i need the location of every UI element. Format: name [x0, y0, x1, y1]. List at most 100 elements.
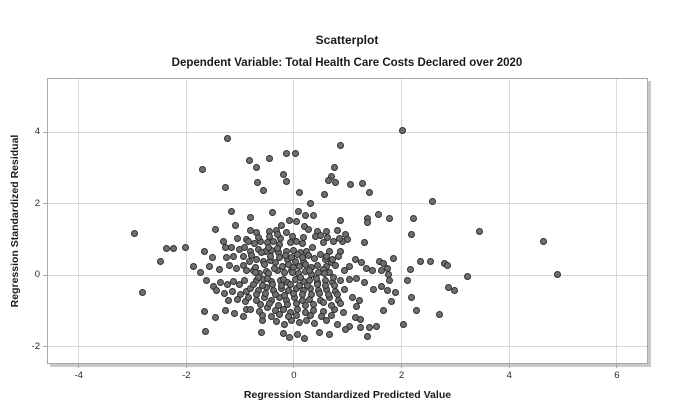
y-tick-label: 4: [34, 126, 40, 138]
data-point: [443, 262, 451, 270]
data-point: [325, 330, 333, 338]
data-point: [340, 285, 348, 293]
data-point: [383, 286, 391, 294]
data-point: [328, 301, 336, 309]
data-point: [324, 176, 332, 184]
data-point: [292, 218, 300, 226]
data-point: [386, 215, 394, 223]
data-point: [293, 330, 301, 338]
data-point: [317, 231, 325, 239]
plot-area: -4 -2 0 2 4 6 -2 0 2 4: [32, 78, 648, 381]
data-point: [343, 236, 351, 244]
data-point: [223, 281, 231, 289]
data-point: [298, 291, 306, 299]
data-point: [232, 221, 240, 229]
data-point: [416, 258, 424, 266]
data-point: [257, 300, 265, 308]
v-gridline: [508, 79, 510, 363]
data-point: [353, 303, 361, 311]
data-point: [280, 170, 288, 178]
data-point: [246, 156, 254, 164]
data-point: [253, 291, 261, 299]
data-point: [306, 311, 314, 319]
data-point: [265, 300, 273, 308]
data-point: [258, 249, 266, 257]
data-point: [276, 310, 284, 318]
data-point: [279, 275, 287, 283]
data-point: [222, 306, 230, 314]
data-point: [297, 274, 305, 282]
data-point: [288, 233, 296, 241]
data-point: [313, 275, 321, 283]
data-point: [451, 287, 459, 295]
data-point: [464, 273, 472, 281]
data-point: [358, 259, 366, 267]
h-gridline: [48, 346, 647, 348]
data-point: [319, 299, 327, 307]
h-gridline: [48, 203, 647, 205]
data-point: [271, 259, 279, 267]
data-point: [272, 291, 280, 299]
data-point: [274, 301, 282, 309]
data-point: [306, 199, 314, 207]
data-point: [345, 263, 353, 271]
data-point: [337, 217, 345, 225]
data-point: [285, 312, 293, 320]
data-point: [230, 252, 238, 260]
data-point: [211, 226, 219, 234]
data-point: [408, 231, 416, 239]
data-point: [265, 243, 273, 251]
data-point: [307, 291, 315, 299]
data-point: [292, 150, 300, 158]
x-tick-mark: [185, 364, 187, 368]
data-point: [221, 289, 229, 297]
data-point: [211, 314, 219, 322]
data-point: [390, 254, 397, 262]
v-gridline: [616, 79, 618, 363]
x-tick-label: -2: [182, 370, 191, 381]
data-point: [251, 268, 259, 276]
data-point: [400, 320, 408, 328]
data-point: [331, 281, 339, 289]
data-point: [269, 208, 277, 216]
data-point: [314, 261, 322, 269]
data-point: [293, 300, 301, 308]
data-point: [252, 164, 260, 172]
data-point: [228, 243, 236, 251]
data-point: [412, 306, 420, 314]
data-point: [353, 274, 361, 282]
data-point: [336, 142, 344, 150]
data-point: [254, 274, 262, 282]
data-point: [246, 213, 254, 221]
data-point: [540, 237, 548, 245]
data-point: [363, 333, 371, 341]
data-point: [248, 251, 256, 259]
data-point: [199, 165, 207, 173]
data-point: [283, 300, 291, 308]
data-point: [225, 297, 233, 305]
data-point: [209, 283, 217, 291]
data-point: [257, 328, 265, 336]
data-point: [332, 178, 340, 186]
data-point: [156, 257, 164, 265]
data-point: [252, 255, 260, 263]
data-point: [320, 190, 328, 198]
data-point: [301, 301, 309, 309]
data-point: [374, 210, 382, 218]
data-point: [340, 267, 348, 275]
data-point: [321, 269, 329, 277]
data-point: [281, 292, 289, 300]
data-point: [213, 287, 221, 295]
data-point: [279, 305, 287, 313]
data-point: [323, 316, 331, 324]
data-point: [298, 240, 306, 248]
data-point: [407, 265, 415, 273]
data-point: [234, 295, 242, 303]
data-point: [304, 226, 312, 234]
v-gridline: [185, 79, 187, 363]
data-point: [330, 164, 338, 172]
data-point: [337, 276, 345, 284]
data-point: [341, 326, 349, 334]
data-point: [245, 294, 253, 302]
data-point: [289, 290, 297, 298]
